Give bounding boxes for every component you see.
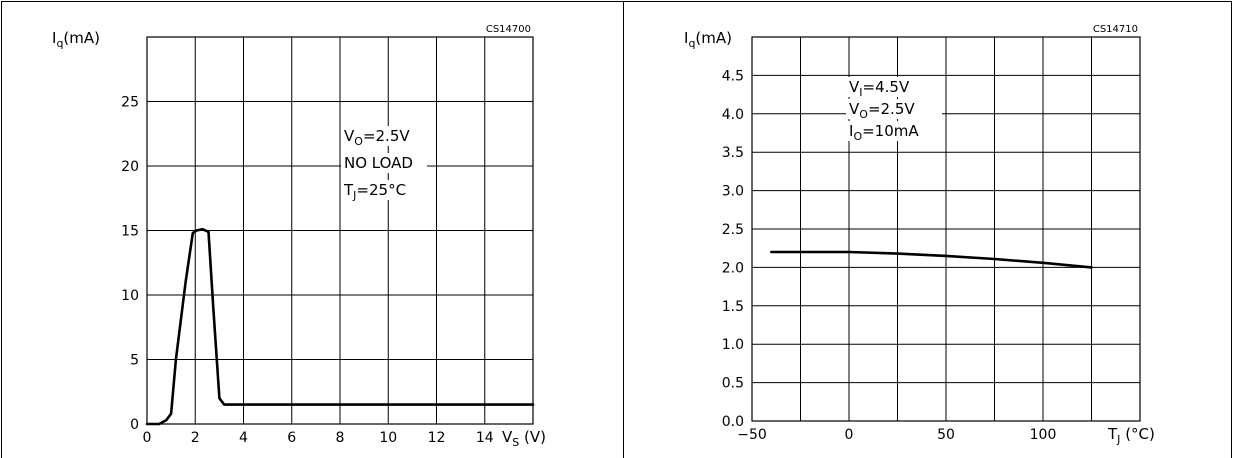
y-axis-label-unit: (mA) bbox=[63, 29, 100, 47]
annotation-sub: O bbox=[859, 108, 868, 121]
x-axis-label-unit: (V) bbox=[519, 428, 546, 446]
y-tick-label: 25 bbox=[121, 95, 139, 111]
annotation-bg bbox=[341, 153, 427, 173]
annotation-bg bbox=[341, 126, 427, 146]
y-axis-label-sub: q bbox=[688, 37, 695, 50]
annotation-rest: =25°C bbox=[356, 181, 406, 199]
y-axis-label-sub: q bbox=[56, 37, 63, 50]
annotation-main: V bbox=[849, 78, 860, 96]
x-tick-label: 14 bbox=[476, 430, 494, 446]
annotation-main: I bbox=[849, 122, 853, 140]
annotation-main: T bbox=[343, 181, 354, 199]
y-tick-label: 4.0 bbox=[722, 107, 744, 123]
y-tick-label: 20 bbox=[121, 159, 139, 175]
y-tick-label: 3.0 bbox=[722, 184, 744, 200]
annotation-bg bbox=[846, 121, 942, 141]
annotation-sub: O bbox=[354, 135, 363, 148]
x-tick-label: 4 bbox=[239, 430, 248, 446]
annotation-main: NO LOAD bbox=[344, 154, 413, 172]
y-axis-label: Iq(mA) bbox=[684, 29, 732, 50]
x-tick-label: 10 bbox=[379, 430, 397, 446]
annotation-sub: I bbox=[859, 86, 862, 99]
x-tick-label: 8 bbox=[336, 430, 345, 446]
annotation: VI=4.5V bbox=[849, 78, 910, 99]
figure-code: CS14700 bbox=[486, 24, 531, 35]
x-tick-label: 0 bbox=[845, 427, 854, 443]
y-tick-label: 3.5 bbox=[722, 145, 744, 161]
x-axis-label: TJ (°C) bbox=[1107, 425, 1155, 446]
annotation-rest: =2.5V bbox=[868, 100, 915, 118]
annotation-sub: J bbox=[352, 189, 356, 202]
y-tick-label: 1.5 bbox=[722, 299, 744, 315]
x-tick-label: 2 bbox=[191, 430, 200, 446]
plot-area bbox=[146, 36, 534, 425]
y-tick-label: 0 bbox=[130, 417, 139, 433]
y-axis-label-main: I bbox=[684, 29, 688, 47]
annotation-rest: =4.5V bbox=[863, 78, 910, 96]
annotation: NO LOAD bbox=[344, 154, 413, 172]
x-axis-label-sub: J bbox=[1116, 433, 1120, 446]
x-tick-label: 0 bbox=[143, 430, 152, 446]
x-axis-label-sub: S bbox=[512, 436, 519, 449]
annotation-bg bbox=[846, 77, 942, 97]
y-tick-label: 0.5 bbox=[722, 376, 744, 392]
y-tick-label: 4.5 bbox=[722, 68, 744, 84]
y-tick-label: 15 bbox=[121, 224, 139, 240]
annotation: VO=2.5V bbox=[849, 100, 915, 121]
plot-area bbox=[751, 36, 1141, 422]
annotation-main: V bbox=[849, 100, 860, 118]
y-tick-label: 0.0 bbox=[722, 414, 744, 430]
annotation: TJ=25°C bbox=[343, 181, 406, 202]
x-tick-label: 100 bbox=[1030, 427, 1057, 443]
annotation-bg bbox=[341, 180, 427, 200]
x-axis-label: VS (V) bbox=[502, 428, 546, 449]
x-axis-label-unit: (°C) bbox=[1120, 425, 1154, 443]
x-tick-label: 50 bbox=[937, 427, 955, 443]
y-tick-label: 2.0 bbox=[722, 260, 744, 276]
x-tick-label: −50 bbox=[737, 427, 767, 443]
x-tick-label: 12 bbox=[428, 430, 446, 446]
annotation: IO=10mA bbox=[849, 122, 919, 143]
y-axis-label-unit: (mA) bbox=[695, 29, 732, 47]
y-axis-label: Iq(mA) bbox=[52, 29, 100, 50]
x-axis-label-main: V bbox=[502, 428, 513, 446]
annotation-rest: =10mA bbox=[862, 122, 919, 140]
y-tick-label: 5 bbox=[130, 353, 139, 369]
y-axis-label-main: I bbox=[52, 29, 56, 47]
panel-divider bbox=[623, 1, 624, 458]
y-tick-label: 2.5 bbox=[722, 222, 744, 238]
series-line bbox=[770, 250, 1093, 269]
series-line bbox=[145, 227, 535, 426]
annotation: VO=2.5V bbox=[344, 127, 410, 148]
figure-code: CS14710 bbox=[1093, 24, 1138, 35]
y-tick-label: 10 bbox=[121, 288, 139, 304]
annotation-sub: O bbox=[853, 130, 862, 143]
x-tick-label: 6 bbox=[287, 430, 296, 446]
y-tick-label: 1.0 bbox=[722, 337, 744, 353]
annotation-bg bbox=[846, 99, 942, 119]
annotation-rest: =2.5V bbox=[363, 127, 410, 145]
x-axis-label-main: T bbox=[1107, 425, 1118, 443]
annotation-main: V bbox=[344, 127, 355, 145]
